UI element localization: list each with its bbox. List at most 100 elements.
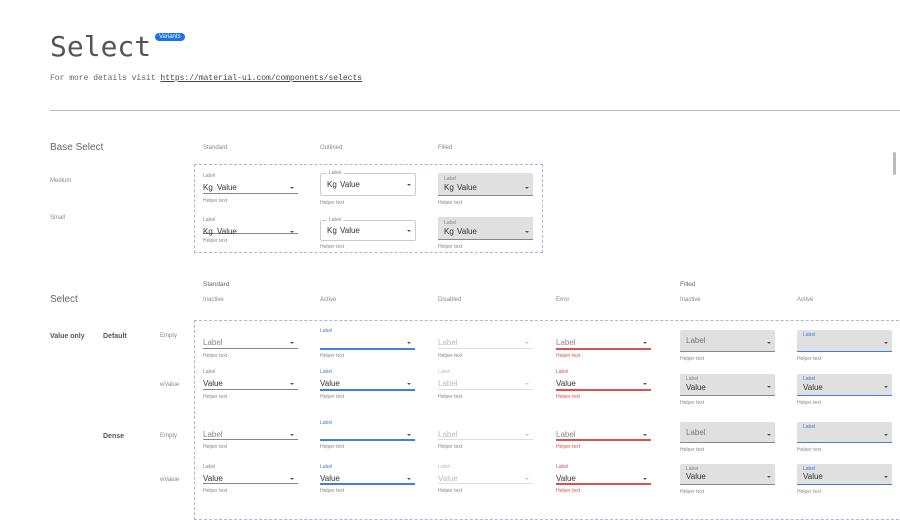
- helper-text: Helper text: [556, 444, 581, 450]
- dropdown-arrow-icon[interactable]: [884, 433, 888, 436]
- helper-text: Helper text: [320, 488, 345, 494]
- select-field[interactable]: Label Helper text Kg Value: [203, 217, 298, 247]
- select-field[interactable]: Label Helper text: [203, 328, 298, 359]
- select-field[interactable]: Label Value Helper text: [320, 369, 415, 400]
- dropdown-arrow-icon[interactable]: [290, 478, 294, 480]
- base-select-group: [194, 164, 543, 253]
- dropdown-arrow-icon[interactable]: [290, 383, 294, 385]
- field-label: Label: [320, 328, 333, 334]
- select-field[interactable]: Label Helper text: [556, 420, 651, 450]
- dropdown-arrow-icon[interactable]: [884, 342, 888, 344]
- filled-select-field[interactable]: Label Helper text: [680, 422, 775, 453]
- field-underline: [203, 193, 298, 194]
- dropdown-arrow-icon[interactable]: [767, 386, 771, 388]
- dropdown-arrow-icon[interactable]: [407, 434, 411, 436]
- filled-box: Label Kg Value: [438, 173, 533, 196]
- docs-link[interactable]: https://material-ui.com/components/selec…: [160, 74, 363, 83]
- value-prefix: Kg: [444, 227, 454, 236]
- scrollbar[interactable]: [893, 152, 896, 175]
- field-underline: [438, 439, 533, 440]
- dropdown-arrow-icon[interactable]: [525, 187, 529, 189]
- outlined-select-field[interactable]: Label Kg Value Helper text: [320, 217, 416, 250]
- select-field[interactable]: Label Helper text: [556, 328, 651, 359]
- select-field[interactable]: Label Helper text Kg Value: [203, 173, 298, 204]
- select-field[interactable]: Label Value Helper text: [203, 464, 298, 494]
- field-underline: [556, 483, 651, 485]
- group-filled: Filled: [680, 281, 696, 288]
- dropdown-arrow-icon[interactable]: [643, 434, 647, 436]
- dropdown-arrow-icon[interactable]: [643, 383, 647, 385]
- select-field[interactable]: Label Value Helper text: [556, 369, 651, 400]
- field-label: Label: [803, 376, 816, 382]
- field-underline: [556, 348, 651, 350]
- dropdown-arrow-icon[interactable]: [407, 383, 411, 385]
- field-label: Label: [203, 173, 216, 179]
- select-field[interactable]: Label Value Helper text: [320, 464, 415, 494]
- field-label: Label: [438, 369, 451, 375]
- field-placeholder: Label: [686, 336, 706, 345]
- filled-select-field[interactable]: Label Helper text: [680, 330, 775, 362]
- helper-text: Helper text: [438, 444, 463, 450]
- dropdown-arrow-icon[interactable]: [407, 478, 411, 480]
- dropdown-arrow-icon[interactable]: [290, 342, 294, 344]
- field-value: Value: [457, 227, 477, 236]
- select-field[interactable]: Label Helper text: [203, 420, 298, 450]
- helper-text: Helper text: [680, 400, 705, 406]
- helper-text: Helper text: [320, 200, 345, 206]
- dropdown-arrow-icon[interactable]: [290, 231, 294, 233]
- field-placeholder: Label: [438, 430, 458, 439]
- row-medium: Medium: [50, 178, 72, 184]
- field-label: Label: [327, 170, 344, 176]
- field-underline: [556, 439, 651, 441]
- dropdown-arrow-icon[interactable]: [407, 230, 411, 232]
- field-value: Value: [203, 474, 223, 483]
- dropdown-arrow-icon[interactable]: [767, 475, 771, 478]
- field-underline: [320, 483, 415, 485]
- filled-select-field[interactable]: Label Kg Value Helper text: [438, 173, 533, 206]
- filled-select-field[interactable]: Label Kg Value Helper text: [438, 217, 533, 250]
- select-field: Label Helper text Label: [438, 369, 533, 400]
- dropdown-arrow-icon[interactable]: [525, 342, 529, 344]
- dropdown-arrow-icon[interactable]: [525, 434, 529, 436]
- dropdown-arrow-icon[interactable]: [767, 433, 771, 436]
- helper-text: Helper text: [203, 238, 228, 244]
- select-field[interactable]: Label Helper text: [320, 420, 415, 450]
- dropdown-arrow-icon[interactable]: [643, 342, 647, 344]
- dropdown-arrow-icon[interactable]: [884, 475, 888, 478]
- dropdown-arrow-icon[interactable]: [525, 478, 529, 480]
- dropdown-arrow-icon[interactable]: [767, 342, 771, 344]
- filled-select-field[interactable]: Label Value Helper text: [680, 374, 775, 406]
- variants-badge: Variants: [155, 33, 185, 41]
- select-field: Label Helper text: [438, 420, 533, 450]
- helper-text: Helper text: [203, 488, 228, 494]
- field-label: Label: [203, 217, 216, 223]
- field-label: Label: [556, 369, 569, 375]
- field-underline: [320, 439, 415, 441]
- dropdown-arrow-icon[interactable]: [407, 342, 411, 344]
- field-label: Label: [320, 369, 333, 375]
- select-field[interactable]: Label Value Helper text: [203, 369, 298, 400]
- dropdown-arrow-icon[interactable]: [290, 187, 294, 189]
- filled-select-field[interactable]: Label Value Helper text: [797, 374, 892, 406]
- row-empty: Empty: [160, 333, 178, 339]
- dropdown-arrow-icon[interactable]: [525, 383, 529, 385]
- select-field[interactable]: Label Helper text: [320, 328, 415, 359]
- value-prefix: Kg: [327, 180, 337, 189]
- select-field[interactable]: Label Value Helper text: [556, 464, 651, 494]
- field-underline: [203, 483, 298, 484]
- dropdown-arrow-icon[interactable]: [290, 434, 294, 436]
- field-placeholder: Label: [438, 379, 458, 388]
- dropdown-arrow-icon[interactable]: [407, 184, 411, 186]
- dropdown-arrow-icon[interactable]: [884, 386, 888, 388]
- filled-box: Label Value: [680, 374, 775, 396]
- filled-select-field[interactable]: Label Helper text: [797, 422, 892, 453]
- row-wvalue-dense: wValue: [160, 477, 180, 483]
- dropdown-arrow-icon[interactable]: [525, 231, 529, 233]
- dropdown-arrow-icon[interactable]: [643, 478, 647, 480]
- outlined-select-field[interactable]: Label Kg Value Helper text: [320, 170, 416, 206]
- helper-text: Helper text: [797, 356, 822, 362]
- field-value: Value: [686, 472, 706, 481]
- filled-select-field[interactable]: Label Helper text: [797, 330, 892, 362]
- filled-select-field[interactable]: Label Value Helper text: [680, 464, 775, 495]
- filled-select-field[interactable]: Label Value Helper text: [797, 464, 892, 495]
